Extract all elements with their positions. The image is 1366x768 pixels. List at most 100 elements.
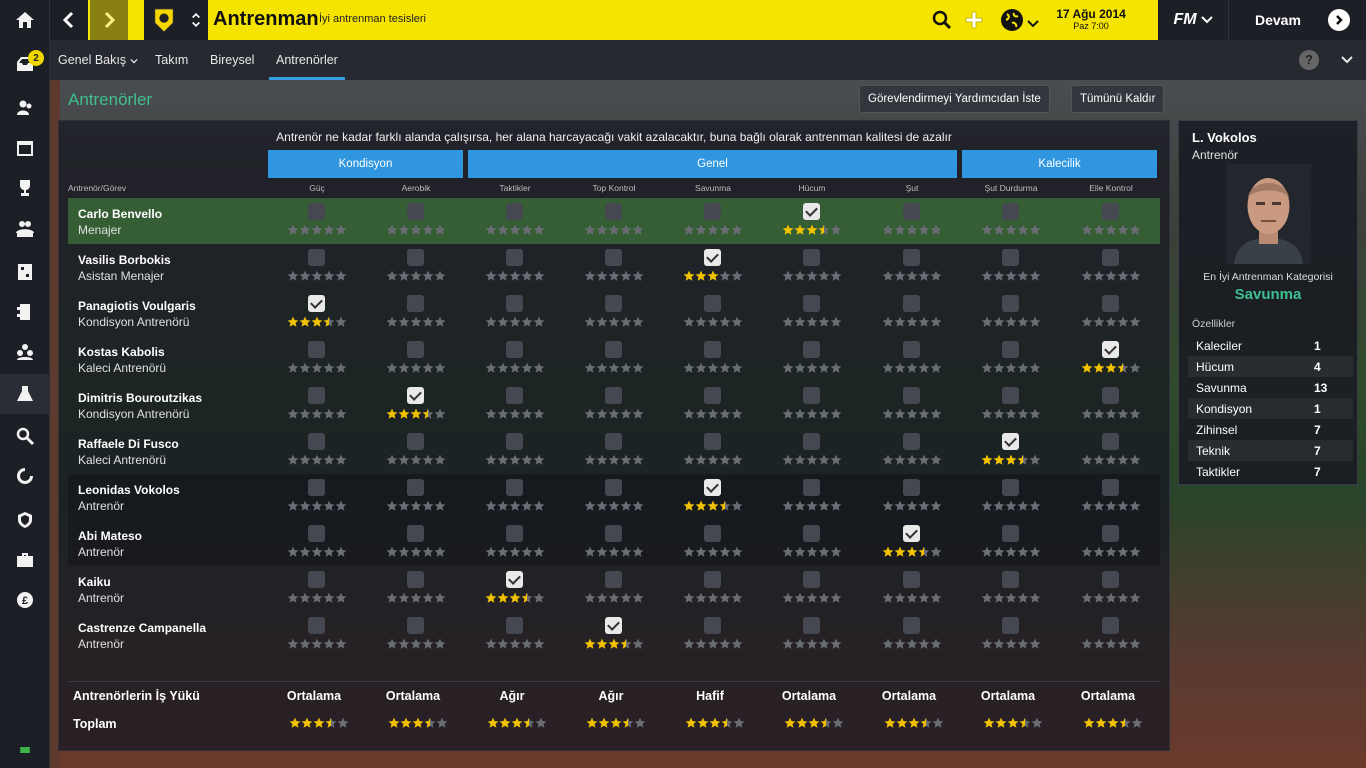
assignment-checkbox[interactable] [308, 571, 325, 588]
assignment-checkbox[interactable] [1102, 433, 1119, 450]
finances-icon[interactable]: £ [0, 580, 50, 620]
assignment-checkbox[interactable] [308, 203, 325, 220]
assignment-checkbox[interactable] [308, 433, 325, 450]
search-icon[interactable] [0, 416, 50, 456]
coach-row[interactable]: Panagiotis Voulgaris Kondisyon Antrenörü [68, 290, 1160, 336]
coach-name[interactable]: Dimitris Bouroutzikas [78, 391, 203, 405]
fm-menu-button[interactable]: FM [1158, 0, 1228, 40]
assignment-checkbox[interactable] [407, 433, 424, 450]
assignment-checkbox[interactable] [407, 341, 424, 358]
assignment-checkbox[interactable] [803, 341, 820, 358]
assignment-checkbox[interactable] [704, 433, 721, 450]
assignment-checkbox[interactable] [1002, 617, 1019, 634]
assignment-checkbox[interactable] [1002, 203, 1019, 220]
assignment-checkbox[interactable] [1002, 295, 1019, 312]
coach-row[interactable]: Raffaele Di Fusco Kaleci Antrenörü [68, 428, 1160, 474]
assignment-checkbox[interactable] [803, 571, 820, 588]
assignment-checkbox[interactable] [1102, 525, 1119, 542]
assignment-checkbox[interactable] [308, 479, 325, 496]
assignment-checkbox[interactable] [407, 571, 424, 588]
tab-individual[interactable]: Bireysel [210, 53, 255, 67]
coach-row[interactable]: Vasilis Borbokis Asistan Menajer [68, 244, 1160, 290]
column-header[interactable]: Hücum [798, 183, 826, 193]
assignment-checkbox[interactable] [1102, 617, 1119, 634]
assignment-checkbox[interactable] [803, 203, 820, 220]
coach-name[interactable]: Leonidas Vokolos [78, 483, 180, 497]
column-header[interactable]: Elle Kontrol [1089, 183, 1133, 193]
assignment-checkbox[interactable] [407, 295, 424, 312]
assignment-checkbox[interactable] [605, 295, 622, 312]
tab-overview[interactable]: Genel Bakış [58, 40, 138, 80]
assignment-checkbox[interactable] [803, 479, 820, 496]
reports-icon[interactable] [0, 292, 50, 332]
tab-team[interactable]: Takım [155, 53, 189, 67]
assignment-checkbox[interactable] [903, 341, 920, 358]
assignment-checkbox[interactable] [1002, 433, 1019, 450]
assignment-checkbox[interactable] [803, 387, 820, 404]
inbox-icon[interactable]: 2 [0, 44, 50, 84]
youth-icon[interactable] [0, 208, 50, 248]
tab-coaches[interactable]: Antrenörler [269, 40, 345, 80]
assignment-checkbox[interactable] [704, 203, 721, 220]
squad-icon[interactable] [0, 88, 50, 128]
assignment-checkbox[interactable] [1002, 341, 1019, 358]
continue-button[interactable]: Devam [1228, 0, 1366, 40]
assignment-checkbox[interactable] [1102, 249, 1119, 266]
coach-name[interactable]: Vasilis Borbokis [78, 253, 171, 267]
assignment-checkbox[interactable] [1102, 479, 1119, 496]
add-icon[interactable] [964, 10, 984, 30]
back-button[interactable] [50, 0, 88, 40]
assignment-checkbox[interactable] [704, 479, 721, 496]
forward-button[interactable] [90, 0, 128, 40]
help-icon[interactable]: ? [1299, 50, 1319, 70]
assignment-checkbox[interactable] [407, 479, 424, 496]
status-icon[interactable] [0, 732, 50, 768]
assign-by-assistant-button[interactable]: Görevlendirmeyi Yardımcıdan İste [859, 85, 1050, 113]
assignment-checkbox[interactable] [506, 571, 523, 588]
assignment-checkbox[interactable] [704, 571, 721, 588]
coach-name[interactable]: Kaiku [78, 575, 111, 589]
assignment-checkbox[interactable] [903, 295, 920, 312]
assignment-checkbox[interactable] [903, 479, 920, 496]
assignment-checkbox[interactable] [506, 203, 523, 220]
calendar-icon[interactable] [0, 128, 50, 168]
assignment-checkbox[interactable] [903, 571, 920, 588]
column-header[interactable]: Şut Durdurma [984, 183, 1038, 193]
coach-row[interactable]: Abi Mateso Antrenör [68, 520, 1160, 566]
assignment-checkbox[interactable] [308, 617, 325, 634]
column-header[interactable]: Top Kontrol [592, 183, 636, 193]
tactics-icon[interactable] [0, 252, 50, 292]
coach-name[interactable]: Kostas Kabolis [78, 345, 165, 359]
assignment-checkbox[interactable] [903, 249, 920, 266]
column-header[interactable]: Şut [905, 183, 919, 193]
coach-row[interactable]: Kaiku Antrenör [68, 566, 1160, 612]
assignment-checkbox[interactable] [506, 387, 523, 404]
assignment-checkbox[interactable] [903, 203, 920, 220]
assignment-checkbox[interactable] [903, 617, 920, 634]
assignment-checkbox[interactable] [308, 295, 325, 312]
coach-row[interactable]: Leonidas Vokolos Antrenör [68, 474, 1160, 520]
assignment-checkbox[interactable] [605, 203, 622, 220]
training-icon[interactable] [0, 374, 50, 414]
game-date[interactable]: 17 Ağu 2014 Paz 7:00 [1046, 7, 1136, 31]
assignment-checkbox[interactable] [803, 433, 820, 450]
column-header[interactable]: Aerobik [401, 183, 431, 193]
clear-all-button[interactable]: Tümünü Kaldır [1071, 85, 1165, 113]
assignment-checkbox[interactable] [803, 617, 820, 634]
assignment-checkbox[interactable] [605, 479, 622, 496]
assignment-checkbox[interactable] [506, 433, 523, 450]
assignment-checkbox[interactable] [1102, 203, 1119, 220]
assignment-checkbox[interactable] [803, 525, 820, 542]
coach-name[interactable]: Panagiotis Voulgaris [78, 299, 196, 313]
assignment-checkbox[interactable] [506, 341, 523, 358]
assignment-checkbox[interactable] [1002, 249, 1019, 266]
column-header[interactable]: Güç [309, 183, 325, 193]
assignment-checkbox[interactable] [407, 249, 424, 266]
coach-row[interactable]: Carlo Benvello Menajer [68, 198, 1160, 244]
assignment-checkbox[interactable] [506, 479, 523, 496]
assignment-checkbox[interactable] [506, 617, 523, 634]
assignment-checkbox[interactable] [308, 525, 325, 542]
column-header[interactable]: Taktikler [499, 183, 531, 193]
coach-name[interactable]: Castrenze Campanella [78, 621, 207, 635]
assignment-checkbox[interactable] [605, 387, 622, 404]
